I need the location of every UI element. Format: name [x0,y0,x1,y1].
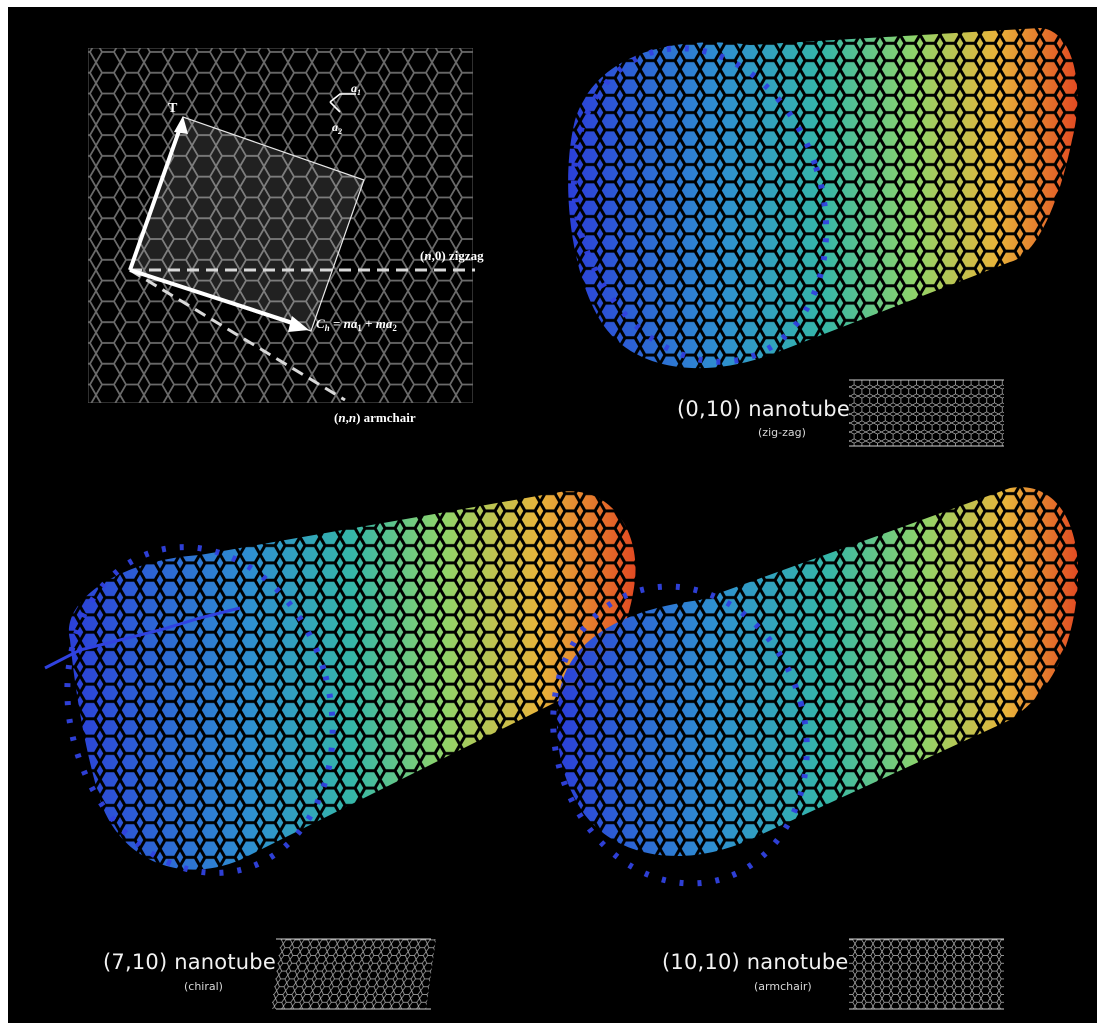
zigzag-caption-subtitle: (zig-zag) [758,426,806,439]
armchair-direction-line [129,268,346,402]
chiral-vector-arrow [129,268,309,332]
t-vector-label: T [168,101,178,116]
zigzag-nanotube-model [568,28,1078,369]
chiral-caption-title: (7,10) nanotube [103,950,276,974]
chiral-thumbnail [271,938,436,1010]
a1-label: a1 [351,81,361,97]
armchair-thumbnail [849,938,1004,1010]
chiral-nanotube-model [44,491,636,876]
zigzag-caption-title: (0,10) nanotube [677,397,850,421]
chiral-vector-equation: Ch = na1 + ma2 [316,316,397,333]
armchair-nanotube-model [550,487,1079,887]
basis-vectors [329,93,356,113]
armchair-caption-subtitle: (armchair) [754,980,812,993]
chiral-caption-subtitle: (chiral) [184,980,223,993]
armchair-caption-title: (10,10) nanotube [662,950,849,974]
lattice-lines [88,48,473,403]
t-vector-arrow [128,116,188,271]
a2-label: a2 [332,120,342,136]
armchair-label: (n,n) armchair [334,410,416,425]
zigzag-thumbnail [849,379,1004,447]
zigzag-label: (n,0) zigzag [420,248,484,263]
